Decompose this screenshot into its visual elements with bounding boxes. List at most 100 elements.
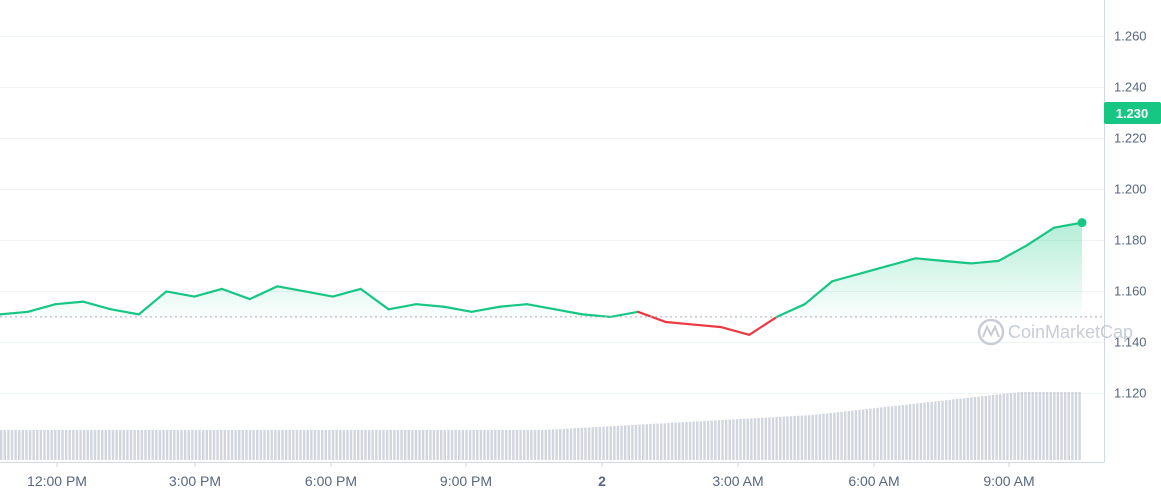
volume-bar (923, 402, 926, 460)
volume-bar (479, 430, 483, 460)
volume-bar (591, 427, 594, 460)
volume-bar (1035, 392, 1038, 460)
volume-bar (898, 405, 901, 460)
price-line-segment (553, 308, 584, 316)
volume-bar (537, 430, 540, 460)
volume-bar (324, 430, 328, 460)
volume-bar (934, 401, 937, 460)
volume-bar (833, 412, 836, 460)
volume-bar (623, 425, 627, 460)
volume-bar (858, 409, 861, 460)
volume-bar (378, 430, 382, 460)
volume-bar (104, 430, 107, 460)
volume-bar (551, 429, 555, 460)
volume-bar (46, 430, 50, 460)
volume-bar (973, 397, 977, 460)
volume-bar (418, 430, 421, 460)
x-tick-label: 9:00 AM (983, 473, 1034, 489)
volume-bar (641, 424, 645, 460)
volume-bar (656, 423, 659, 460)
volume-bar (194, 430, 198, 460)
volume-bar (472, 430, 475, 460)
price-line-segment (525, 303, 557, 311)
volume-bar (357, 430, 360, 460)
volume-bar (912, 403, 915, 460)
volume-bar (238, 430, 241, 460)
volume-bar (876, 407, 879, 460)
price-line-segment (969, 259, 1000, 265)
volume-bar (829, 413, 832, 460)
y-tick-label: 1.180 (1114, 232, 1147, 247)
volume-bar (440, 430, 443, 460)
volume-bar (447, 430, 450, 460)
volume-bar (140, 430, 144, 460)
volume-bar (277, 430, 281, 460)
volume-bar (1053, 392, 1056, 460)
volume-bar (129, 430, 133, 460)
volume-bar (789, 416, 793, 460)
volume-bar (984, 395, 988, 460)
volume-bar (14, 430, 17, 460)
volume-bar (32, 430, 35, 460)
volume-bar (331, 430, 335, 460)
volume-bar (227, 430, 230, 460)
price-line-segment (331, 287, 362, 298)
price-line-segment (692, 323, 723, 329)
volume-bar (187, 430, 190, 460)
volume-bar (692, 421, 695, 460)
volume-bar (901, 405, 905, 460)
volume-bar (952, 399, 955, 460)
volume-bar (1056, 392, 1060, 460)
volume-bar (544, 429, 548, 460)
volume-bar (165, 430, 169, 460)
price-line-segment (859, 264, 889, 275)
price-line-segment (914, 257, 945, 262)
volume-bar (548, 429, 551, 460)
volume-bar (490, 430, 493, 460)
volume-bar (602, 426, 605, 460)
price-line-segment (165, 290, 196, 298)
volume-bar (811, 415, 814, 460)
volume-bar (403, 430, 407, 460)
volume-bar (367, 430, 371, 460)
volume-bar (804, 415, 807, 460)
volume-bar (771, 417, 775, 460)
current-price-label: 1.230 (1116, 106, 1149, 121)
y-tick-label: 1.200 (1114, 181, 1147, 196)
volume-bar (436, 430, 439, 460)
volume-bar (822, 413, 825, 460)
x-tick-label: 6:00 AM (848, 473, 899, 489)
volume-bar (818, 414, 822, 460)
volume-bar (962, 398, 966, 460)
volume-bar (259, 430, 263, 460)
volume-bar (872, 408, 876, 460)
volume-bar (916, 403, 919, 460)
price-line-segment (0, 310, 30, 316)
volume-bar (7, 430, 10, 460)
watermark-text: CoinMarketCap (1008, 322, 1133, 342)
volume-bar (364, 430, 367, 460)
volume-bar (90, 430, 93, 460)
volume-bar (270, 430, 273, 460)
volume-bar (393, 430, 396, 460)
volume-bar (1013, 392, 1016, 460)
volume-bar (724, 419, 728, 460)
volume-bar (342, 430, 346, 460)
volume-bar (25, 430, 28, 460)
price-line-segment (359, 287, 390, 311)
volume-bar (382, 430, 385, 460)
volume-bar (1063, 392, 1067, 460)
volume-bar (494, 430, 497, 460)
volume-bar (443, 430, 447, 460)
volume-bar (955, 399, 959, 460)
volume-bar (685, 422, 688, 460)
volume-bar (97, 430, 100, 460)
volume-bars (0, 392, 1081, 460)
x-tick-label: 6:00 PM (305, 473, 357, 489)
volume-bar (977, 396, 980, 460)
price-line-segment (1025, 226, 1056, 247)
volume-bar (450, 430, 454, 460)
volume-bar (115, 430, 118, 460)
volume-bar (609, 426, 612, 460)
